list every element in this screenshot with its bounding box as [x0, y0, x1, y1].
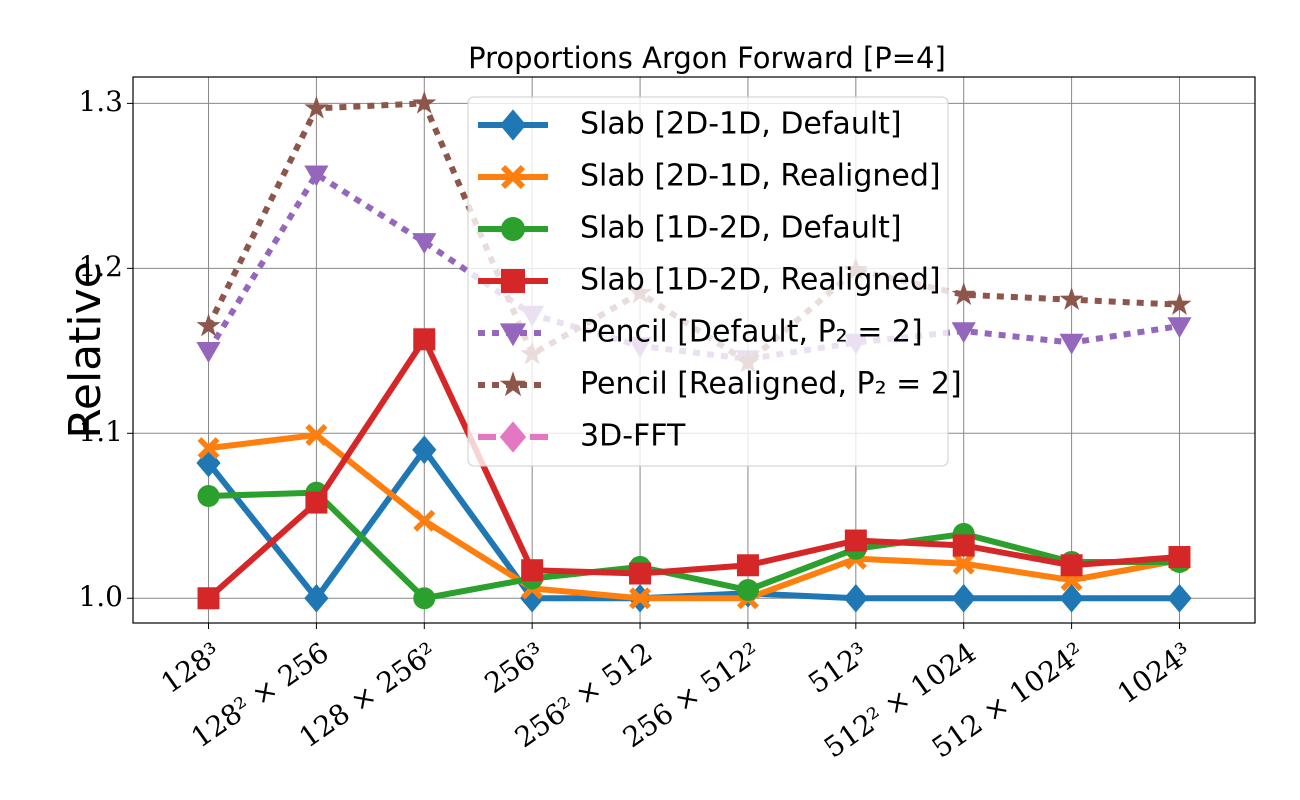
x-tick-label: 512³	[802, 636, 874, 700]
legend-box	[467, 96, 949, 467]
marker	[304, 583, 329, 613]
marker	[1167, 583, 1192, 613]
marker	[413, 587, 436, 610]
x-tick-label: 1024³	[1111, 636, 1197, 710]
marker	[305, 491, 328, 514]
marker	[1060, 554, 1083, 577]
marker	[629, 587, 652, 610]
series-line	[208, 431, 1181, 602]
marker	[304, 95, 329, 119]
marker	[413, 328, 436, 351]
marker	[412, 233, 437, 255]
marker	[412, 435, 437, 465]
series-line	[206, 336, 1180, 601]
marker	[952, 534, 975, 557]
chart-title: Proportions Argon Forward [P=4]	[468, 41, 946, 75]
marker	[197, 484, 220, 507]
y-tick-label: 1.2	[78, 250, 123, 283]
legend-label: 3D-FFT	[580, 419, 686, 454]
y-tick-label: 1.3	[78, 85, 123, 118]
y-tick-label: 1.0	[78, 580, 123, 613]
marker	[413, 509, 436, 532]
legend-label: Slab [2D-1D, Default]	[580, 107, 902, 142]
legend-label: Pencil [Default, P₂ = 2]	[580, 315, 923, 350]
marker	[951, 322, 976, 344]
x-tick-label: 256³	[479, 636, 551, 700]
legend-label: Pencil [Realigned, P₂ = 2]	[580, 367, 962, 402]
marker	[951, 282, 976, 305]
marker	[501, 217, 525, 241]
marker	[844, 529, 867, 552]
y-tick-label: 1.1	[78, 415, 123, 448]
marker	[1059, 287, 1084, 310]
marker	[501, 165, 525, 189]
marker	[501, 269, 525, 293]
marker	[197, 587, 220, 610]
marker	[1168, 546, 1191, 569]
marker	[305, 423, 328, 446]
marker	[1059, 333, 1084, 355]
marker	[952, 552, 975, 575]
marker	[629, 562, 652, 585]
legend-label: Slab [1D-2D, Realigned]	[580, 263, 941, 298]
marker	[521, 559, 544, 582]
y-axis-label: Relative	[60, 261, 111, 438]
legend-label: Slab [2D-1D, Realigned]	[580, 159, 941, 194]
marker	[499, 323, 527, 347]
marker	[197, 437, 220, 460]
marker	[499, 109, 527, 141]
marker	[499, 371, 527, 397]
marker	[843, 583, 868, 613]
marker	[1167, 317, 1192, 339]
marker	[736, 579, 759, 602]
marker	[196, 313, 221, 337]
series-line	[208, 489, 1180, 602]
marker	[412, 90, 437, 114]
legend-label: Slab [1D-2D, Default]	[580, 211, 902, 246]
plot-frame	[132, 76, 1256, 624]
marker	[1167, 291, 1192, 315]
marker	[736, 554, 759, 577]
x-tick-label: 128³	[155, 636, 227, 700]
marker	[1059, 583, 1084, 613]
marker	[499, 421, 527, 453]
marker	[196, 342, 221, 363]
marker	[951, 583, 976, 613]
marker	[304, 165, 329, 187]
